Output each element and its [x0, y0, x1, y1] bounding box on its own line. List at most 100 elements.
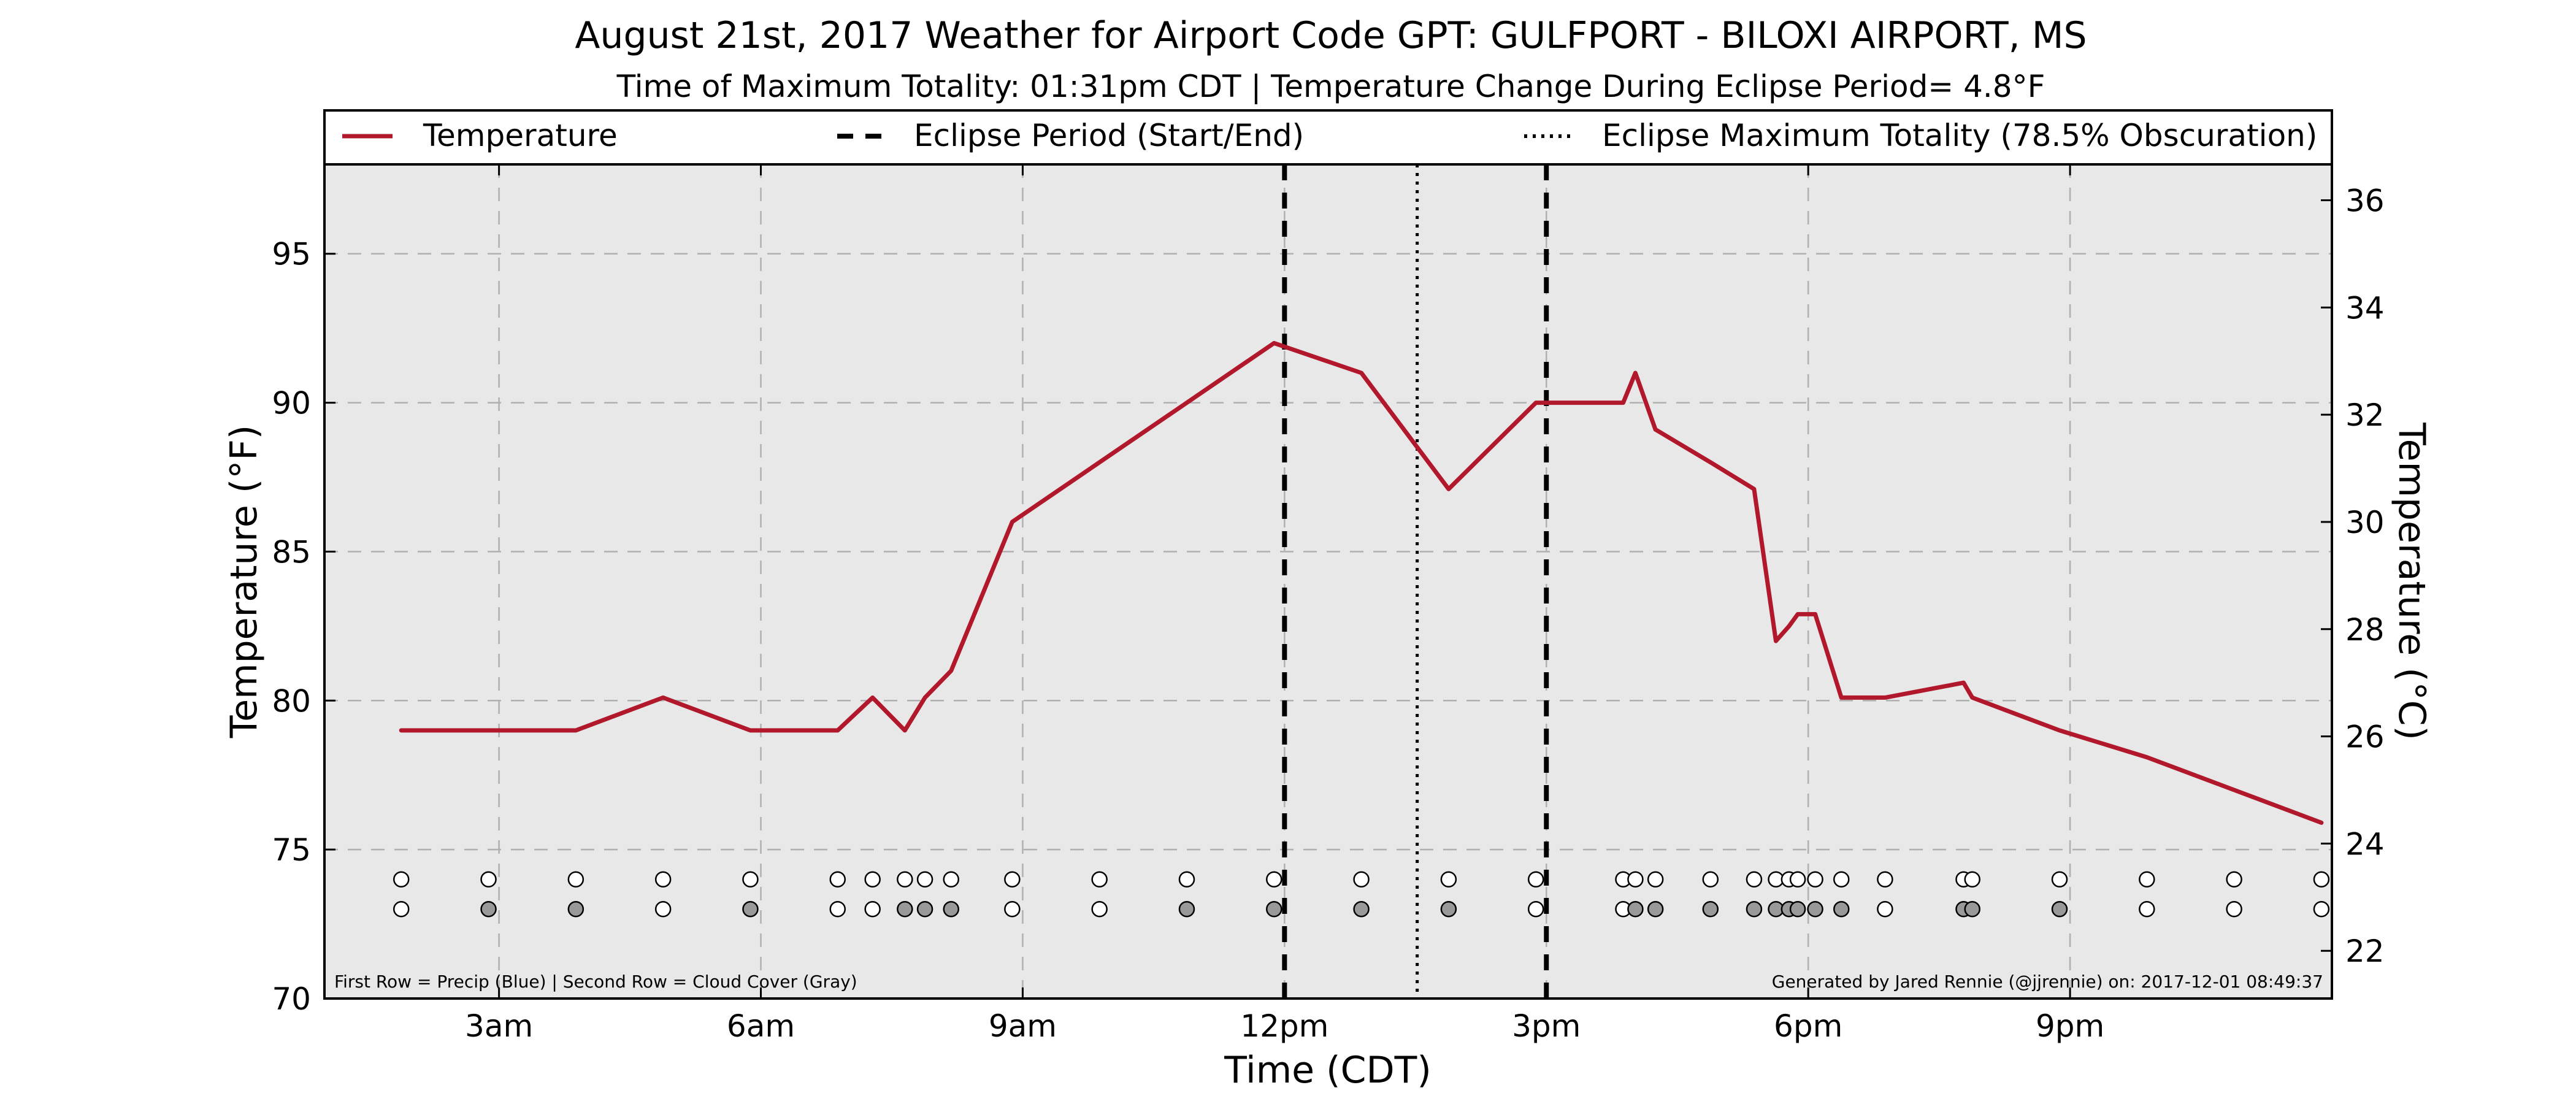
precip-dot-14: [1353, 871, 1370, 887]
x-tick-label-4: 3pm: [1512, 1008, 1581, 1044]
precip-dot-27: [1877, 871, 1893, 887]
precip-dot-19: [1647, 871, 1664, 887]
y-tick-label-right-2: 26: [2345, 719, 2385, 755]
precip-dot-31: [2139, 871, 2155, 887]
precip-dot-33: [2313, 871, 2330, 887]
footnote-right: Generated by Jared Rennie (@jjrennie) on…: [1772, 972, 2323, 992]
cloud-dot-0: [393, 901, 410, 918]
x-axis-ticks: 3am 6am 9am 12pm 3pm 6pm 9pm: [465, 164, 2104, 1044]
observation-dots: [393, 871, 2330, 918]
cloud-dot-11: [1091, 901, 1108, 918]
cloud-dot-2: [567, 901, 585, 918]
cloud-dot-13: [1266, 901, 1282, 918]
cloud-dot-32: [2226, 901, 2242, 918]
y-axis-label-right: Temperature (°C): [2390, 422, 2433, 740]
y-tick-label-right-6: 34: [2345, 290, 2385, 326]
left-y-axis-ticks: 70 75 80 85 90 95: [272, 237, 335, 1017]
legend: Temperature Eclipse Period (Start/End) E…: [323, 109, 2333, 166]
cloud-dot-26: [1833, 901, 1850, 918]
cloud-dot-7: [897, 901, 913, 918]
y-tick-label-left-1: 75: [272, 832, 311, 868]
precip-dot-0: [393, 871, 410, 887]
x-tick-label-5: 6pm: [1774, 1008, 1842, 1044]
precip-dot-9: [943, 871, 959, 887]
precip-dot-13: [1266, 871, 1282, 887]
x-tick-label-3: 12pm: [1240, 1008, 1328, 1044]
precip-dot-25: [1807, 871, 1823, 887]
chart-title: August 21st, 2017 Weather for Airport Co…: [575, 14, 2087, 57]
cloud-dot-9: [943, 901, 959, 918]
precip-dot-3: [654, 871, 672, 887]
y-tick-label-left-5: 95: [272, 237, 311, 272]
precip-dot-12: [1178, 871, 1195, 887]
footnote-left: First Row = Precip (Blue) | Second Row =…: [334, 972, 857, 992]
precip-dot-32: [2226, 871, 2242, 887]
cloud-dot-8: [916, 901, 933, 918]
x-tick-label-2: 9am: [989, 1008, 1057, 1044]
cloud-dot-25: [1807, 901, 1823, 918]
x-tick-label-1: 6am: [727, 1008, 795, 1044]
cloud-dot-6: [864, 901, 881, 918]
cloud-dot-20: [1702, 901, 1719, 918]
eclipse-lines: [1282, 164, 1549, 999]
precip-dot-24: [1789, 871, 1806, 887]
cloud-dot-10: [1004, 901, 1021, 918]
y-tick-label-right-7: 36: [2345, 183, 2385, 219]
legend-label-temperature: Temperature: [423, 118, 618, 153]
cloud-dot-30: [2051, 901, 2068, 918]
y-tick-label-right-4: 30: [2345, 505, 2385, 540]
precip-dot-8: [916, 871, 933, 887]
cloud-dot-21: [1746, 901, 1763, 918]
precip-dot-16: [1527, 871, 1544, 887]
cloud-dot-31: [2139, 901, 2155, 918]
precip-dot-20: [1702, 871, 1719, 887]
chart-subtitle: Time of Maximum Totality: 01:31pm CDT | …: [616, 69, 2045, 104]
y-tick-label-left-2: 80: [272, 683, 311, 719]
precip-dot-21: [1746, 871, 1763, 887]
y-tick-label-right-5: 32: [2345, 397, 2385, 433]
x-tick-label-0: 3am: [465, 1008, 533, 1044]
precip-dot-2: [567, 871, 585, 887]
cloud-dot-3: [654, 901, 672, 918]
legend-box: [323, 109, 2333, 166]
cloud-dot-18: [1627, 901, 1644, 918]
precip-dot-5: [829, 871, 846, 887]
cloud-dot-12: [1178, 901, 1195, 918]
legend-label-eclipse-period: Eclipse Period (Start/End): [914, 118, 1304, 153]
cloud-dot-29: [1964, 901, 1980, 918]
precip-dot-18: [1627, 871, 1644, 887]
cloud-dot-16: [1527, 901, 1544, 918]
y-axis-label-left: Temperature (°F): [223, 425, 266, 738]
x-axis-label: Time (CDT): [1224, 1049, 1431, 1092]
cloud-dot-27: [1877, 901, 1893, 918]
x-tick-label-6: 9pm: [2036, 1008, 2104, 1044]
y-tick-label-right-0: 22: [2345, 933, 2385, 969]
precip-dot-7: [897, 871, 913, 887]
precip-dot-6: [864, 871, 881, 887]
cloud-dot-33: [2313, 901, 2330, 918]
precip-dot-26: [1833, 871, 1850, 887]
cloud-dot-14: [1353, 901, 1370, 918]
precip-dot-4: [742, 871, 759, 887]
precip-dot-11: [1091, 871, 1108, 887]
precip-dot-30: [2051, 871, 2068, 887]
y-tick-label-right-1: 24: [2345, 826, 2385, 862]
cloud-dot-4: [742, 901, 759, 918]
plot-area: [324, 164, 2332, 999]
precip-dot-10: [1004, 871, 1021, 887]
y-tick-label-left-0: 70: [272, 981, 311, 1017]
right-y-axis-ticks: 22 24 26 28 30 32 34 36: [2321, 183, 2385, 969]
legend-label-eclipse-max: Eclipse Maximum Totality (78.5% Obscurat…: [1602, 118, 2317, 153]
y-tick-label-left-4: 90: [272, 386, 311, 421]
cloud-dot-5: [829, 901, 846, 918]
precip-dot-15: [1440, 871, 1457, 887]
precip-dot-29: [1964, 871, 1980, 887]
cloud-dot-15: [1440, 901, 1457, 918]
y-tick-label-right-3: 28: [2345, 612, 2385, 648]
series-layer: [399, 340, 2324, 825]
y-tick-label-left-3: 85: [272, 534, 311, 570]
precip-dot-1: [480, 871, 497, 887]
cloud-dot-1: [480, 901, 497, 918]
cloud-dot-24: [1789, 901, 1806, 918]
